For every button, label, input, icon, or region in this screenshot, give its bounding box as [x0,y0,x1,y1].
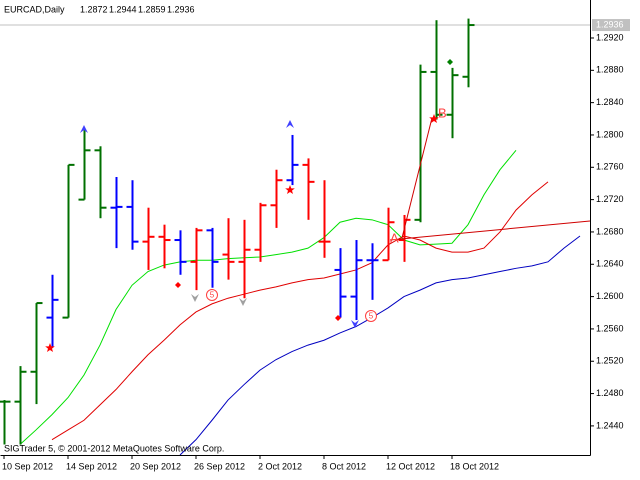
zigzag-line [401,117,433,239]
signal-label: 5 [369,312,374,321]
x-tick-label: 10 Sep 2012 [2,461,53,471]
indicator-line [179,235,581,456]
plot-area [0,18,590,456]
trend-line [389,220,591,241]
x-tick-label: 8 Oct 2012 [322,461,366,471]
header-close: 1.2936 [167,4,195,14]
chart-title: EURCAD,Daily [4,4,65,14]
y-tick-label: 1.2840 [596,97,624,107]
y-tick-label: 1.2680 [596,226,624,236]
y-tick-label: 1.2760 [596,162,624,172]
y-tick-label: 1.2440 [596,420,624,430]
current-price-label: 1.2936 [596,19,624,29]
header-low: 1.2859 [138,4,166,14]
signal-label: 5 [210,291,215,300]
indicator-line [51,181,549,441]
signal-circle [206,289,218,301]
y-tick-label: 1.2640 [596,259,624,269]
y-tick-label: 1.2520 [596,356,624,366]
indicator-line [19,150,517,445]
y-tick-label: 1.2720 [596,194,624,204]
header-open: 1.2872 [80,4,108,14]
x-tick-label: 2 Oct 2012 [258,461,302,471]
header-high: 1.2944 [109,4,137,14]
x-tick-label: 20 Sep 2012 [130,461,181,471]
wave-label: A [390,230,399,245]
y-tick-label: 1.2480 [596,388,624,398]
y-tick-label: 1.2560 [596,323,624,333]
y-tick-label: 1.2600 [596,291,624,301]
x-tick-label: 18 Oct 2012 [450,461,499,471]
wave-label: B [438,105,447,120]
signal-circle [365,310,377,322]
x-tick-label: 14 Sep 2012 [66,461,117,471]
y-tick-label: 1.2920 [596,32,624,42]
current-price-box [592,19,630,32]
y-tick-label: 1.2880 [596,65,624,75]
x-tick-label: 26 Sep 2012 [194,461,245,471]
y-tick-label: 1.2800 [596,129,624,139]
x-tick-label: 12 Oct 2012 [386,461,435,471]
footer: SIGTrader 5, © 2001-2012 MetaQuotes Soft… [4,443,224,453]
